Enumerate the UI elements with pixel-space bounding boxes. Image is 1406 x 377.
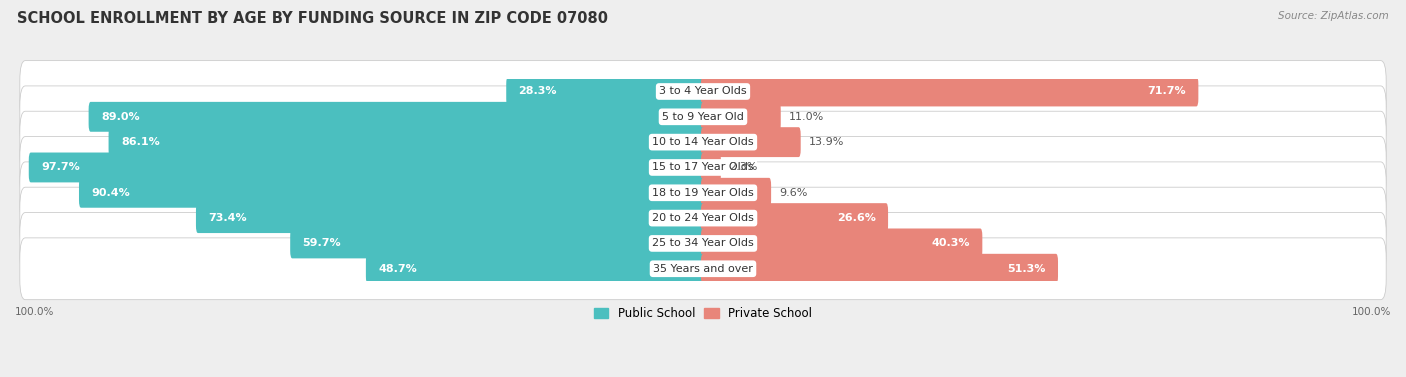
Text: 90.4%: 90.4% bbox=[91, 188, 131, 198]
FancyBboxPatch shape bbox=[20, 61, 1386, 123]
FancyBboxPatch shape bbox=[702, 254, 1057, 284]
Text: 89.0%: 89.0% bbox=[101, 112, 139, 122]
Text: 100.0%: 100.0% bbox=[1351, 307, 1391, 317]
Text: 86.1%: 86.1% bbox=[121, 137, 160, 147]
Text: 18 to 19 Year Olds: 18 to 19 Year Olds bbox=[652, 188, 754, 198]
FancyBboxPatch shape bbox=[702, 77, 1198, 106]
Text: 15 to 17 Year Olds: 15 to 17 Year Olds bbox=[652, 162, 754, 172]
FancyBboxPatch shape bbox=[89, 102, 704, 132]
Text: 20 to 24 Year Olds: 20 to 24 Year Olds bbox=[652, 213, 754, 223]
Text: 10 to 14 Year Olds: 10 to 14 Year Olds bbox=[652, 137, 754, 147]
FancyBboxPatch shape bbox=[195, 203, 704, 233]
Text: 97.7%: 97.7% bbox=[41, 162, 80, 172]
FancyBboxPatch shape bbox=[702, 178, 770, 208]
FancyBboxPatch shape bbox=[702, 203, 889, 233]
Text: 3 to 4 Year Olds: 3 to 4 Year Olds bbox=[659, 86, 747, 97]
Text: 71.7%: 71.7% bbox=[1147, 86, 1187, 97]
FancyBboxPatch shape bbox=[20, 86, 1386, 148]
FancyBboxPatch shape bbox=[702, 102, 780, 132]
FancyBboxPatch shape bbox=[20, 111, 1386, 173]
Text: 59.7%: 59.7% bbox=[302, 238, 342, 248]
FancyBboxPatch shape bbox=[20, 238, 1386, 300]
FancyBboxPatch shape bbox=[20, 162, 1386, 224]
FancyBboxPatch shape bbox=[506, 77, 704, 106]
FancyBboxPatch shape bbox=[366, 254, 704, 284]
Text: 28.3%: 28.3% bbox=[519, 86, 557, 97]
Text: 11.0%: 11.0% bbox=[789, 112, 824, 122]
FancyBboxPatch shape bbox=[28, 153, 704, 182]
Text: 2.3%: 2.3% bbox=[730, 162, 758, 172]
Text: 5 to 9 Year Old: 5 to 9 Year Old bbox=[662, 112, 744, 122]
Text: SCHOOL ENROLLMENT BY AGE BY FUNDING SOURCE IN ZIP CODE 07080: SCHOOL ENROLLMENT BY AGE BY FUNDING SOUR… bbox=[17, 11, 607, 26]
Text: 26.6%: 26.6% bbox=[837, 213, 876, 223]
FancyBboxPatch shape bbox=[20, 136, 1386, 198]
FancyBboxPatch shape bbox=[20, 187, 1386, 249]
FancyBboxPatch shape bbox=[79, 178, 704, 208]
Text: 9.6%: 9.6% bbox=[779, 188, 807, 198]
FancyBboxPatch shape bbox=[108, 127, 704, 157]
Text: 40.3%: 40.3% bbox=[931, 238, 970, 248]
FancyBboxPatch shape bbox=[702, 228, 983, 258]
Text: 100.0%: 100.0% bbox=[15, 307, 55, 317]
Text: 51.3%: 51.3% bbox=[1007, 264, 1046, 274]
FancyBboxPatch shape bbox=[20, 213, 1386, 274]
FancyBboxPatch shape bbox=[702, 127, 800, 157]
Text: Source: ZipAtlas.com: Source: ZipAtlas.com bbox=[1278, 11, 1389, 21]
Text: 48.7%: 48.7% bbox=[378, 264, 418, 274]
Text: 13.9%: 13.9% bbox=[808, 137, 845, 147]
Legend: Public School, Private School: Public School, Private School bbox=[593, 307, 813, 320]
Text: 25 to 34 Year Olds: 25 to 34 Year Olds bbox=[652, 238, 754, 248]
FancyBboxPatch shape bbox=[290, 228, 704, 258]
Text: 73.4%: 73.4% bbox=[208, 213, 247, 223]
Text: 35 Years and over: 35 Years and over bbox=[652, 264, 754, 274]
FancyBboxPatch shape bbox=[702, 153, 721, 182]
